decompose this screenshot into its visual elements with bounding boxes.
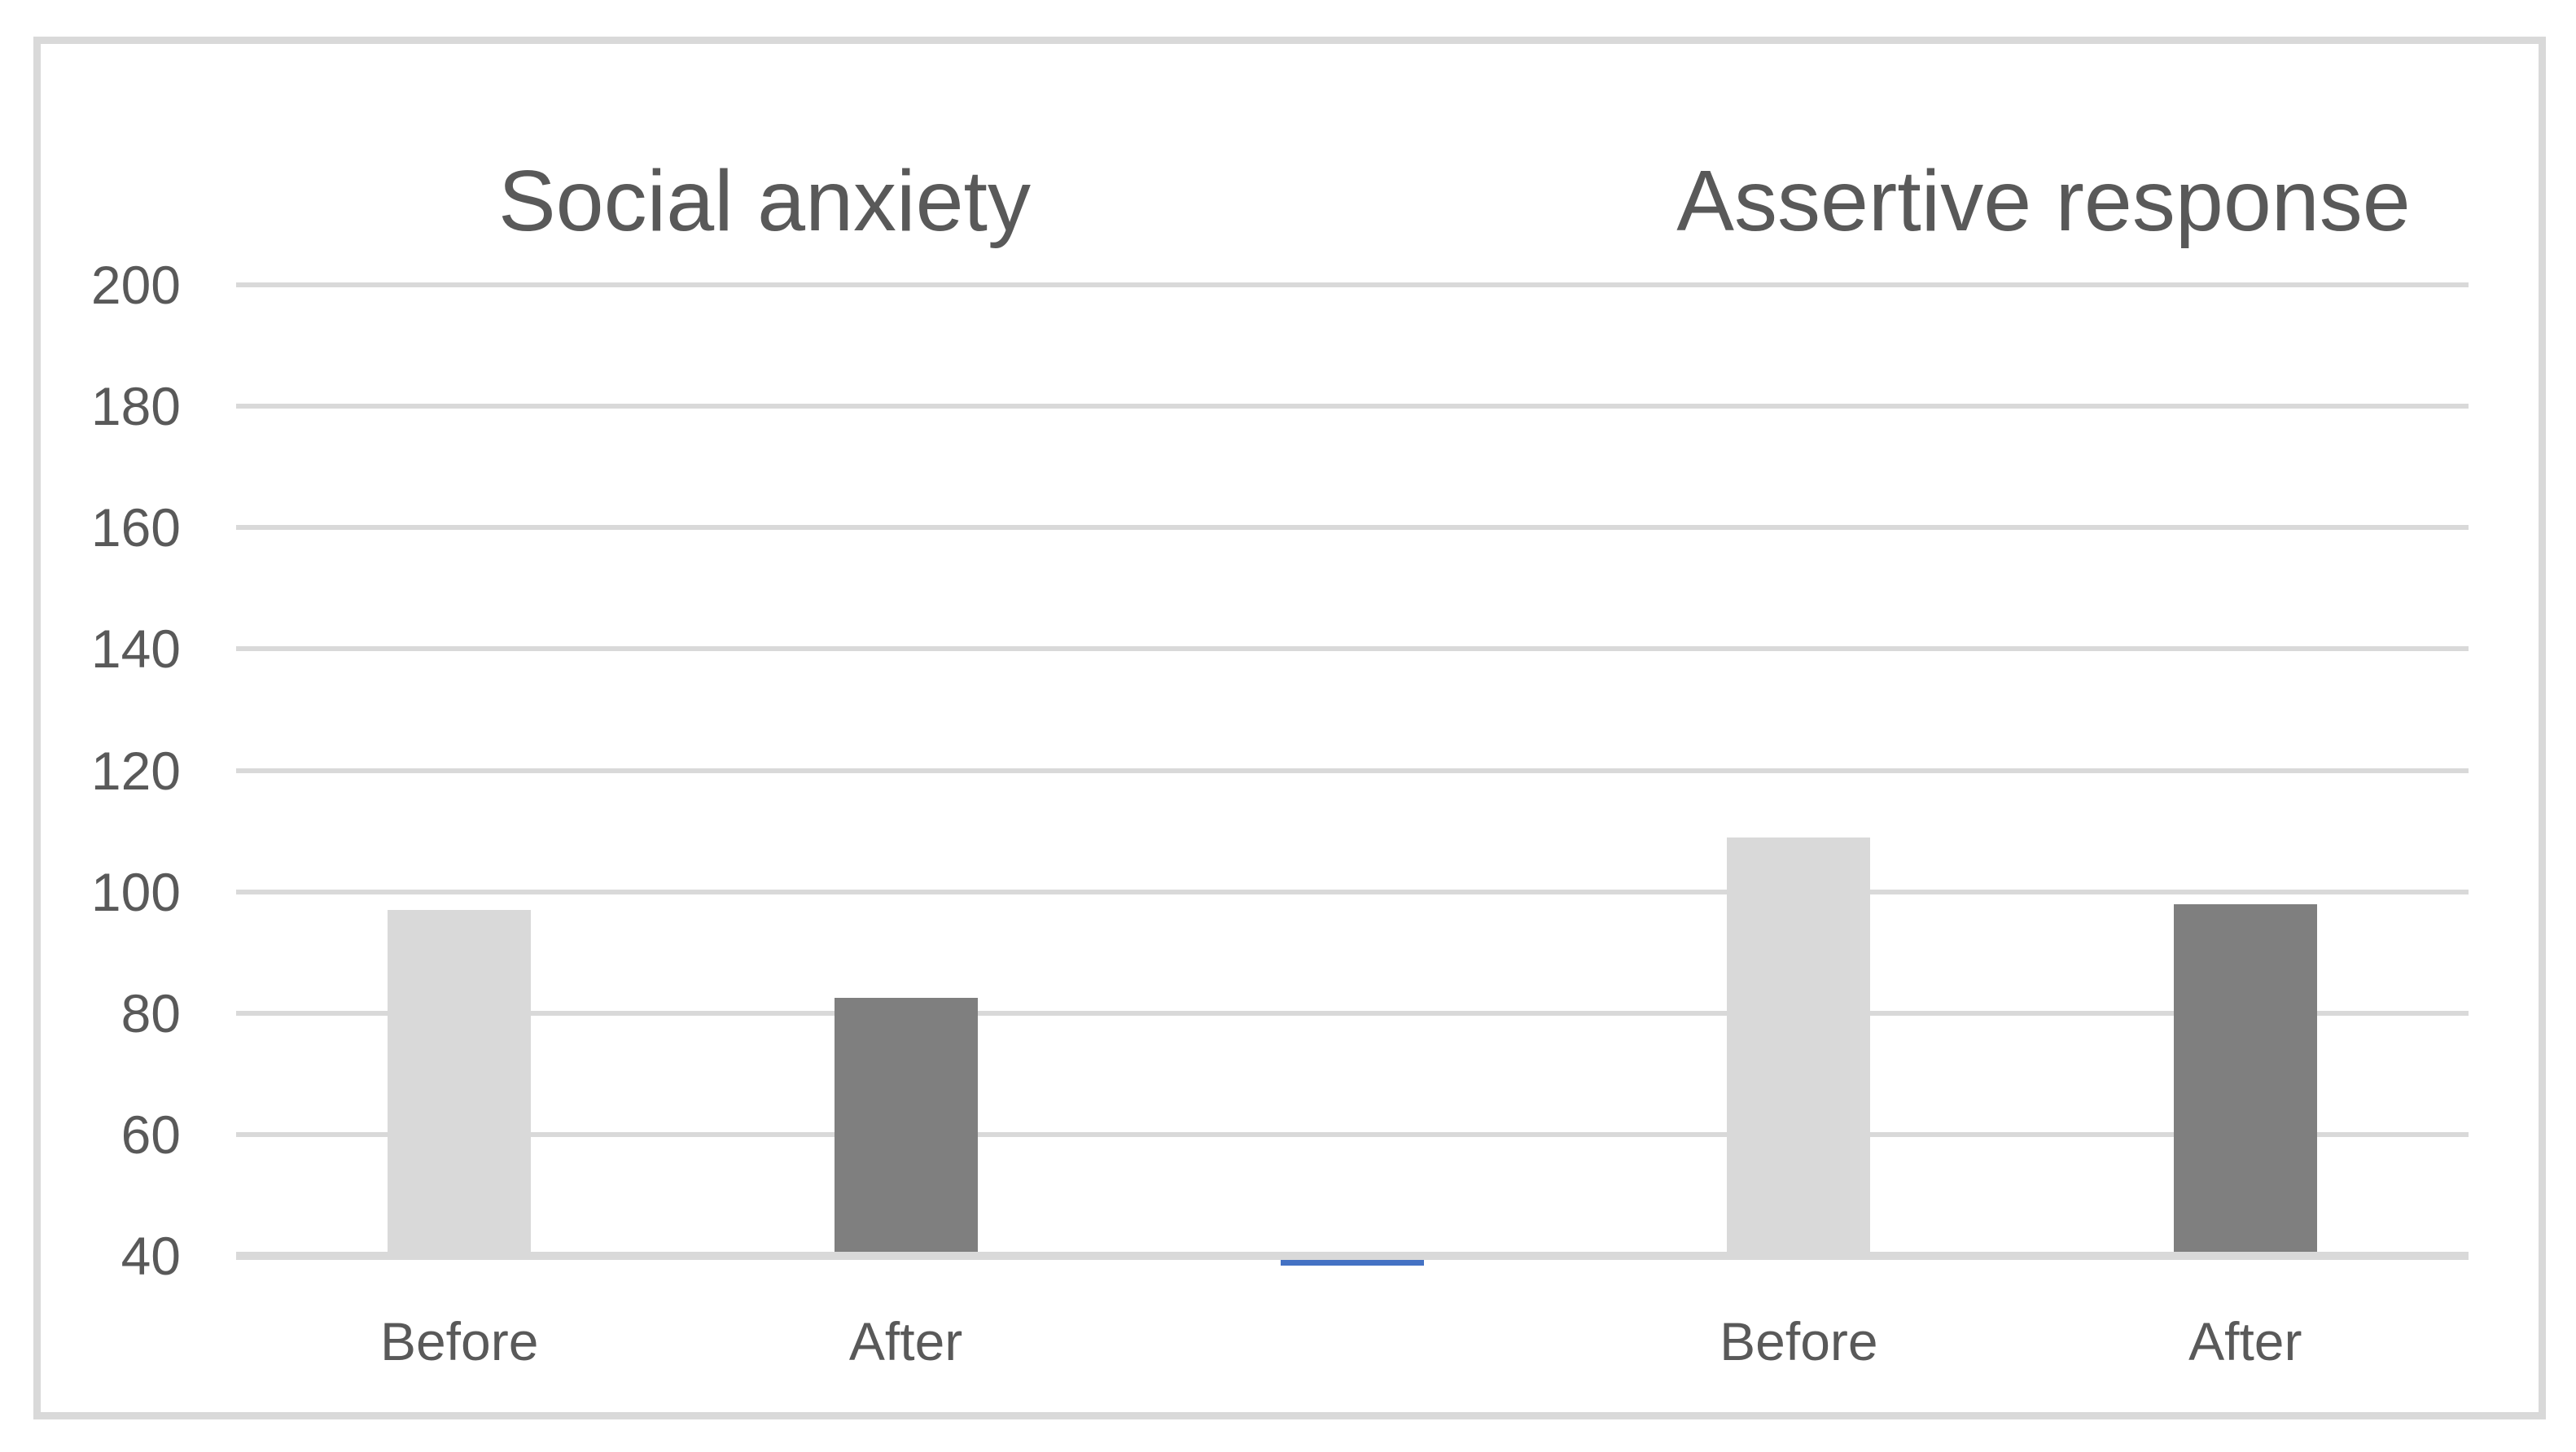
chart-frame: Social anxiety Assertive response 200 180… bbox=[33, 37, 2546, 1419]
gridline-200 bbox=[236, 282, 2469, 287]
y-tick-label-180: 180 bbox=[90, 376, 181, 437]
y-tick-label-200: 200 bbox=[90, 255, 181, 315]
x-axis-label-4-before: Before bbox=[1720, 1311, 1878, 1371]
x-axis-label-1-before: Before bbox=[379, 1311, 539, 1371]
y-tick-label-140: 140 bbox=[90, 619, 181, 680]
gridline-120 bbox=[236, 768, 2469, 773]
gridline-180 bbox=[236, 404, 2469, 409]
gridline-160 bbox=[236, 525, 2469, 531]
x-axis-label-2-after: After bbox=[848, 1311, 963, 1371]
x-axis-line bbox=[236, 1252, 2469, 1260]
y-tick-label-120: 120 bbox=[90, 740, 181, 801]
bar-2-after bbox=[834, 998, 978, 1260]
bar-4-before bbox=[1727, 837, 1871, 1260]
y-tick-label-160: 160 bbox=[90, 497, 181, 558]
gridline-80 bbox=[236, 1010, 2469, 1016]
y-tick-label-60: 60 bbox=[120, 1104, 181, 1165]
y-tick-label-40: 40 bbox=[120, 1226, 181, 1286]
chart-title-assertive-response: Assertive response bbox=[1676, 153, 2411, 249]
bar-1-before bbox=[388, 909, 532, 1260]
y-tick-label-100: 100 bbox=[90, 861, 181, 922]
x-axis-label-5-after: After bbox=[2188, 1311, 2302, 1371]
y-tick-label-80: 80 bbox=[120, 982, 181, 1043]
chart-title-social-anxiety: Social anxiety bbox=[497, 153, 1031, 249]
gridline-100 bbox=[236, 889, 2469, 894]
baseline-marker-line bbox=[1281, 1260, 1424, 1266]
gridline-140 bbox=[236, 646, 2469, 652]
gridline-60 bbox=[236, 1131, 2469, 1137]
bar-5-after bbox=[2173, 903, 2317, 1260]
